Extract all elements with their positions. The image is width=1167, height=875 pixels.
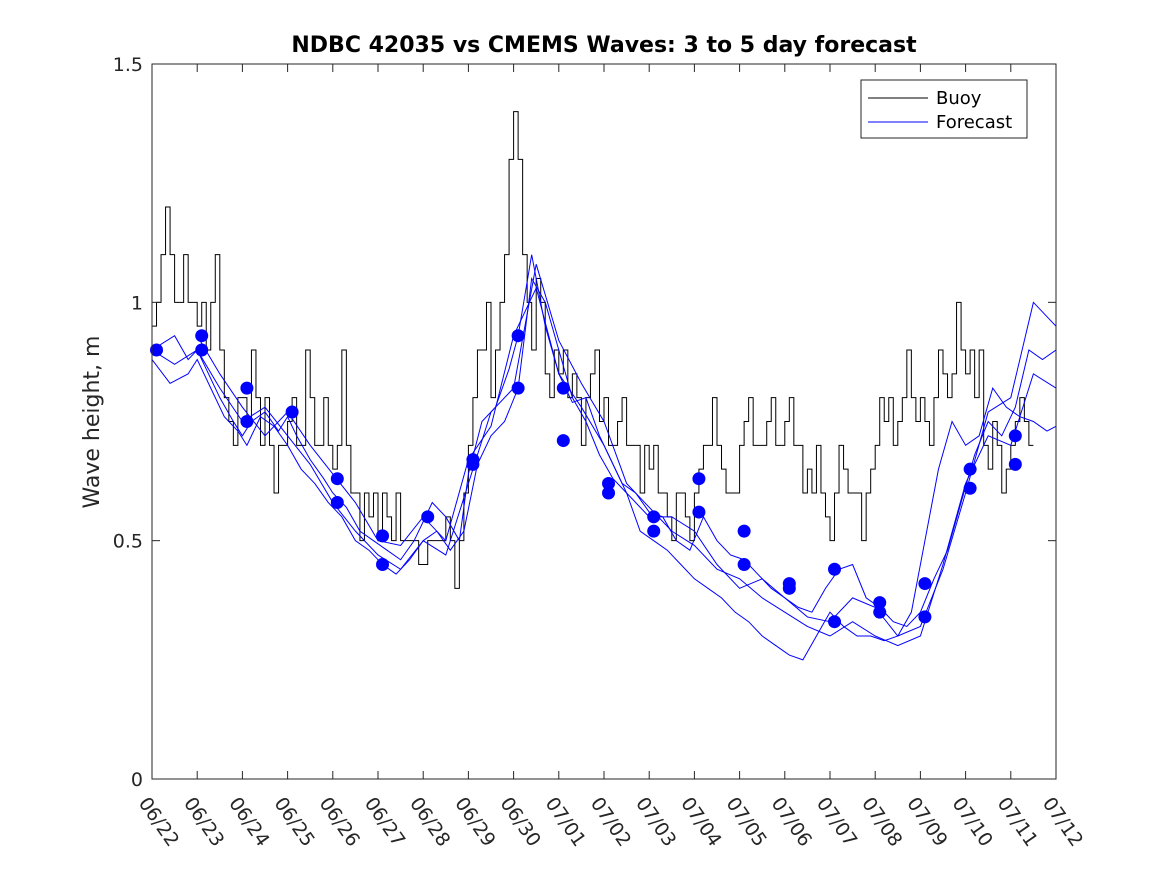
forecast-marker: [828, 562, 842, 576]
legend-forecast-label: Forecast: [936, 112, 1012, 133]
forecast-marker: [240, 381, 254, 395]
forecast-marker: [647, 524, 661, 538]
forecast-marker: [873, 596, 887, 610]
forecast-marker: [692, 505, 706, 519]
forecast-marker: [828, 615, 842, 629]
forecast-marker: [150, 343, 164, 357]
forecast-marker: [421, 510, 435, 524]
forecast-marker: [918, 577, 932, 591]
forecast-marker: [782, 581, 796, 595]
forecast-marker: [918, 610, 932, 624]
y-axis: 0 0.5 1 1.5: [113, 54, 1056, 791]
forecast-marker: [873, 605, 887, 619]
buoy-line: [152, 111, 1034, 589]
forecast-marker: [556, 381, 570, 395]
forecast-marker: [195, 329, 209, 343]
forecast-marker: [240, 415, 254, 428]
buoy-series: [152, 111, 1034, 589]
forecast-marker: [511, 329, 525, 343]
forecast-marker: [1008, 429, 1022, 443]
forecast-marker: [737, 558, 751, 571]
forecast-marker: [466, 457, 480, 471]
y-tick-label: 0: [131, 769, 143, 791]
forecast-marker: [285, 405, 299, 419]
legend-buoy-label: Buoy: [936, 88, 982, 109]
chart-title: NDBC 42035 vs CMEMS Waves: 3 to 5 day fo…: [291, 33, 917, 58]
forecast-marker: [647, 510, 661, 524]
forecast-marker: [376, 558, 390, 571]
forecast-marker: [330, 496, 344, 510]
y-tick-label: 0.5: [113, 531, 143, 553]
legend: Buoy Forecast: [860, 79, 1028, 139]
legend-box: [860, 79, 1028, 139]
forecast-marker: [737, 524, 751, 538]
forecast-marker: [195, 343, 209, 357]
plot-area: [150, 111, 1056, 661]
forecast-marker: [963, 481, 977, 495]
forecast-marker: [963, 462, 977, 476]
forecast-marker: [511, 381, 525, 395]
y-tick-label: 1: [131, 292, 143, 314]
y-axis-label: Wave height, m: [80, 336, 105, 509]
forecast-markers: [150, 329, 1022, 629]
forecast-marker: [692, 472, 706, 486]
forecast-marker: [376, 529, 390, 543]
forecast-series: [152, 254, 1056, 661]
forecast-marker: [602, 486, 616, 500]
forecast-line: [152, 254, 1056, 628]
forecast-line: [152, 264, 1056, 647]
forecast-marker: [330, 472, 344, 486]
forecast-marker: [602, 476, 616, 490]
forecast-line: [152, 276, 1056, 661]
forecast-marker: [556, 434, 570, 448]
y-tick-label: 1.5: [113, 54, 143, 76]
forecast-marker: [1008, 457, 1022, 471]
